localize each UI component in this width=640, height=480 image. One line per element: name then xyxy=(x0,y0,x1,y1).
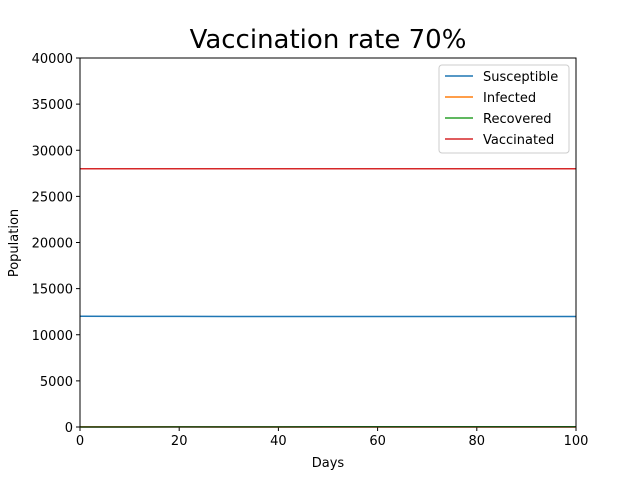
y-tick-label: 20000 xyxy=(32,237,73,252)
y-tick-label: 5000 xyxy=(40,375,73,390)
y-tick-label: 15000 xyxy=(32,283,73,298)
y-tick-label: 10000 xyxy=(32,329,73,344)
chart-title: Vaccination rate 70% xyxy=(190,25,467,55)
x-tick-label: 100 xyxy=(564,434,589,449)
y-tick-label: 0 xyxy=(65,421,73,436)
plot-area-frame xyxy=(79,57,577,428)
x-axis-label: Days xyxy=(312,456,345,471)
legend-box xyxy=(438,64,570,154)
y-tick-label: 35000 xyxy=(32,98,73,113)
legend-label-recovered: Recovered xyxy=(483,112,552,127)
x-tick-label: 20 xyxy=(171,434,188,449)
legend-label-infected: Infected xyxy=(483,91,536,106)
series-lines xyxy=(79,167,577,428)
legend: Susceptible Infected Recovered Vaccinated xyxy=(438,64,570,154)
x-tick-label: 80 xyxy=(469,434,486,449)
x-tick-label: 60 xyxy=(369,434,386,449)
legend-label-susceptible: Susceptible xyxy=(483,70,558,85)
x-tick-label: 0 xyxy=(76,434,84,449)
legend-label-vaccinated: Vaccinated xyxy=(483,133,554,148)
y-tick-label: 40000 xyxy=(32,52,73,67)
y-axis-label: Population xyxy=(7,209,22,277)
y-tick-label: 30000 xyxy=(32,144,73,159)
x-tick-label: 40 xyxy=(270,434,287,449)
y-tick-label: 25000 xyxy=(32,190,73,205)
axis-ticks: 0 20 40 60 80 100 0 5000 10000 15000 20000 25000 300… xyxy=(32,52,589,449)
